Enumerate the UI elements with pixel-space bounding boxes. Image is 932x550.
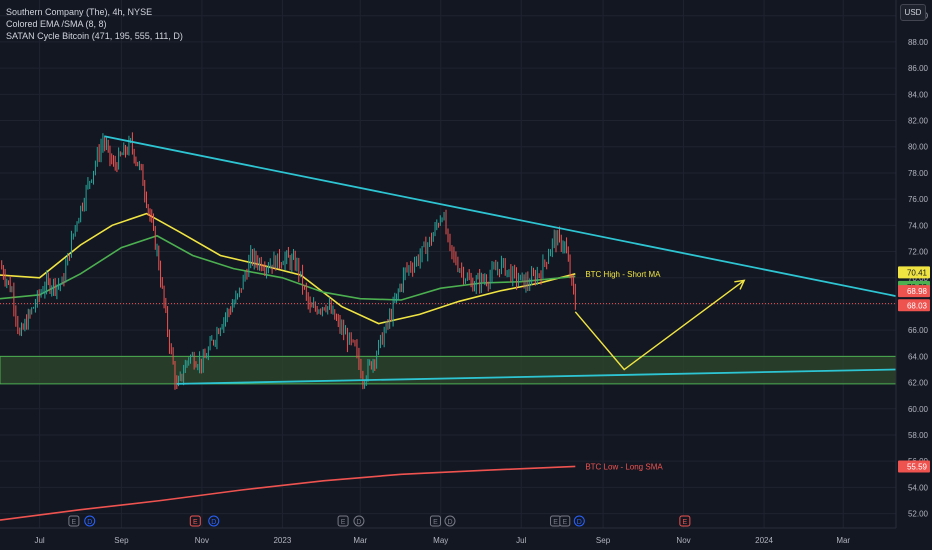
- price-tick-76: 76.00: [908, 195, 929, 204]
- ma-line-green: [0, 234, 576, 301]
- time-tick-Sep: Sep: [596, 536, 611, 545]
- trendlines[interactable]: [104, 135, 897, 385]
- price-tick-66: 66.00: [908, 326, 929, 335]
- price-tick-88: 88.00: [908, 38, 929, 47]
- price-label-68.98: 68.98: [907, 287, 928, 296]
- time-tick-Nov: Nov: [195, 536, 209, 545]
- price-tick-52: 52.00: [908, 510, 929, 519]
- price-label-bg-68.03: [898, 299, 930, 312]
- ma-line-yellow: [0, 212, 576, 325]
- event-letter-5: D: [356, 519, 361, 526]
- price-label-55.59: 55.59: [907, 463, 928, 472]
- price-tick-58: 58.00: [908, 431, 929, 440]
- projection-arrowhead: [734, 279, 746, 290]
- event-letter-10: D: [577, 519, 582, 526]
- event-letter-4: E: [341, 519, 346, 526]
- price-tick-64: 64.00: [908, 352, 929, 361]
- ma-label-red: BTC Low - Long SMA: [585, 462, 663, 471]
- projection-arrow[interactable]: [574, 279, 746, 371]
- grid-lines: [0, 0, 896, 528]
- time-tick-Jul: Jul: [34, 536, 44, 545]
- price-tick-86: 86.00: [908, 64, 929, 73]
- time-tick-2023: 2023: [273, 536, 291, 545]
- event-letter-7: D: [447, 519, 452, 526]
- price-tick-80: 80.00: [908, 143, 929, 152]
- ma-label-yellow: BTC High - Short MA: [585, 270, 661, 279]
- price-tick-62: 62.00: [908, 379, 929, 388]
- time-tick-May: May: [433, 536, 448, 545]
- earnings-marker-9: [559, 515, 571, 527]
- projection-path: [574, 279, 745, 371]
- price-tick-60: 60.00: [908, 405, 929, 414]
- legend-indicator-ema-sma[interactable]: Colored EMA /SMA (8, 8): [6, 19, 107, 29]
- price-label-bg-70.41: [898, 266, 930, 279]
- time-tick-Mar: Mar: [353, 536, 367, 545]
- earnings-marker-2: [189, 515, 201, 527]
- legend-indicator-satan-cycle[interactable]: SATAN Cycle Bitcoin (471, 195, 555, 111,…: [6, 31, 183, 41]
- price-label-bg-55.59: [898, 460, 930, 473]
- candles: [1, 132, 576, 390]
- earnings-marker-0: [68, 515, 80, 527]
- ma-line-red: [0, 465, 576, 521]
- support-zone: [0, 355, 897, 385]
- trendline-0: [104, 135, 897, 297]
- price-tick-78: 78.00: [908, 169, 929, 178]
- currency-button[interactable]: USD: [900, 4, 926, 21]
- event-letter-11: E: [683, 519, 688, 526]
- event-letter-9: E: [562, 519, 567, 526]
- time-tick-Nov: Nov: [676, 536, 690, 545]
- event-letter-1: D: [87, 519, 92, 526]
- event-letter-2: E: [193, 519, 198, 526]
- time-tick-2024: 2024: [755, 536, 773, 545]
- time-tick-Sep: Sep: [114, 536, 129, 545]
- dividend-marker-5: [353, 515, 365, 527]
- price-tick-82: 82.00: [908, 117, 929, 126]
- price-tick-74: 74.00: [908, 221, 929, 230]
- event-letter-0: E: [72, 519, 77, 526]
- time-tick-Jul: Jul: [516, 536, 526, 545]
- price-tick-54: 54.00: [908, 483, 929, 492]
- price-label-70.41: 70.41: [907, 268, 928, 277]
- time-tick-Mar: Mar: [836, 536, 850, 545]
- earnings-marker-4: [337, 515, 349, 527]
- dividend-marker-3: [208, 515, 220, 527]
- legend-title: Southern Company (The), 4h, NYSE: [6, 7, 153, 17]
- earnings-marker-6: [429, 515, 441, 527]
- price-label-68.03: 68.03: [907, 301, 928, 310]
- event-letter-8: E: [553, 519, 558, 526]
- dividend-marker-7: [444, 515, 456, 527]
- time-axis[interactable]: Jul Sep Nov 2023 Mar May Jul Sep Nov 2024 Mar: [0, 527, 896, 545]
- trendline-1: [176, 368, 897, 385]
- ma-labels: BTC High - Short MA BTC Low - Long SMA: [585, 270, 663, 472]
- dividend-marker-10: [573, 515, 585, 527]
- chart-legend: Southern Company (The), 4h, NYSE Colored…: [6, 6, 183, 42]
- moving-averages: [0, 212, 576, 521]
- price-tick-84: 84.00: [908, 90, 929, 99]
- event-letter-6: E: [433, 519, 438, 526]
- dividend-marker-1: [84, 515, 96, 527]
- earnings-marker-11: [679, 515, 691, 527]
- price-tick-72: 72.00: [908, 248, 929, 257]
- price-label-bg-68.98: [898, 285, 930, 298]
- event-letter-3: D: [211, 519, 216, 526]
- support-zone-rect: [0, 355, 897, 385]
